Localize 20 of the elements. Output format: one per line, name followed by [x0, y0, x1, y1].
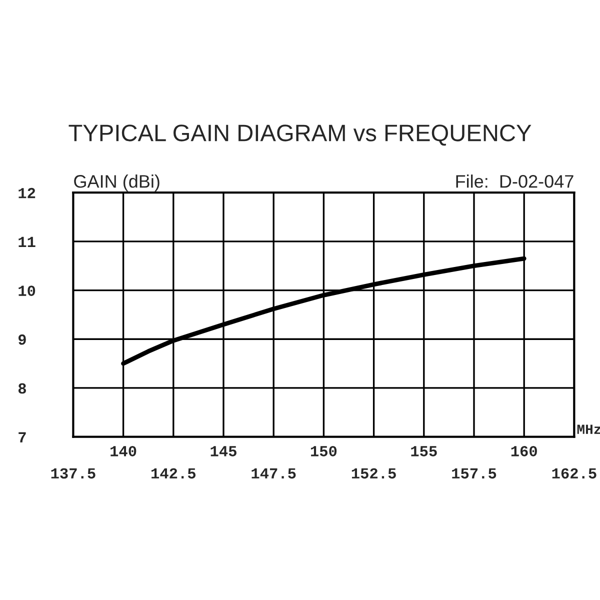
x-tick-label: 162.5 [552, 468, 596, 479]
text: 150 [310, 446, 337, 456]
y-axis-title: GAIN (dBi) [74, 174, 160, 192]
y-tick-label: 10 [18, 286, 36, 296]
y-tick-label: 9 [18, 334, 26, 345]
x-tick-label: 147.5 [252, 468, 296, 479]
chart-title: TYPICAL GAIN DIAGRAM vs FREQUENCY [68, 124, 532, 146]
y-tick-label: 8 [18, 383, 26, 394]
text: 140 [110, 446, 136, 456]
text: 145 [210, 446, 236, 456]
x-tick-label: 142.5 [152, 468, 196, 479]
x-tick-label: 152.5 [352, 468, 396, 479]
y-tick-label: 11 [18, 236, 36, 247]
y-tick-label: 12 [18, 188, 36, 198]
y-tick-label: 7 [18, 432, 26, 442]
x-tick-label: 137.5 [51, 468, 96, 479]
text: 155 [411, 446, 437, 456]
x-tick-label: 157.5 [452, 468, 496, 479]
text: File: D-02-047 [456, 174, 574, 188]
text: 160 [511, 446, 537, 456]
